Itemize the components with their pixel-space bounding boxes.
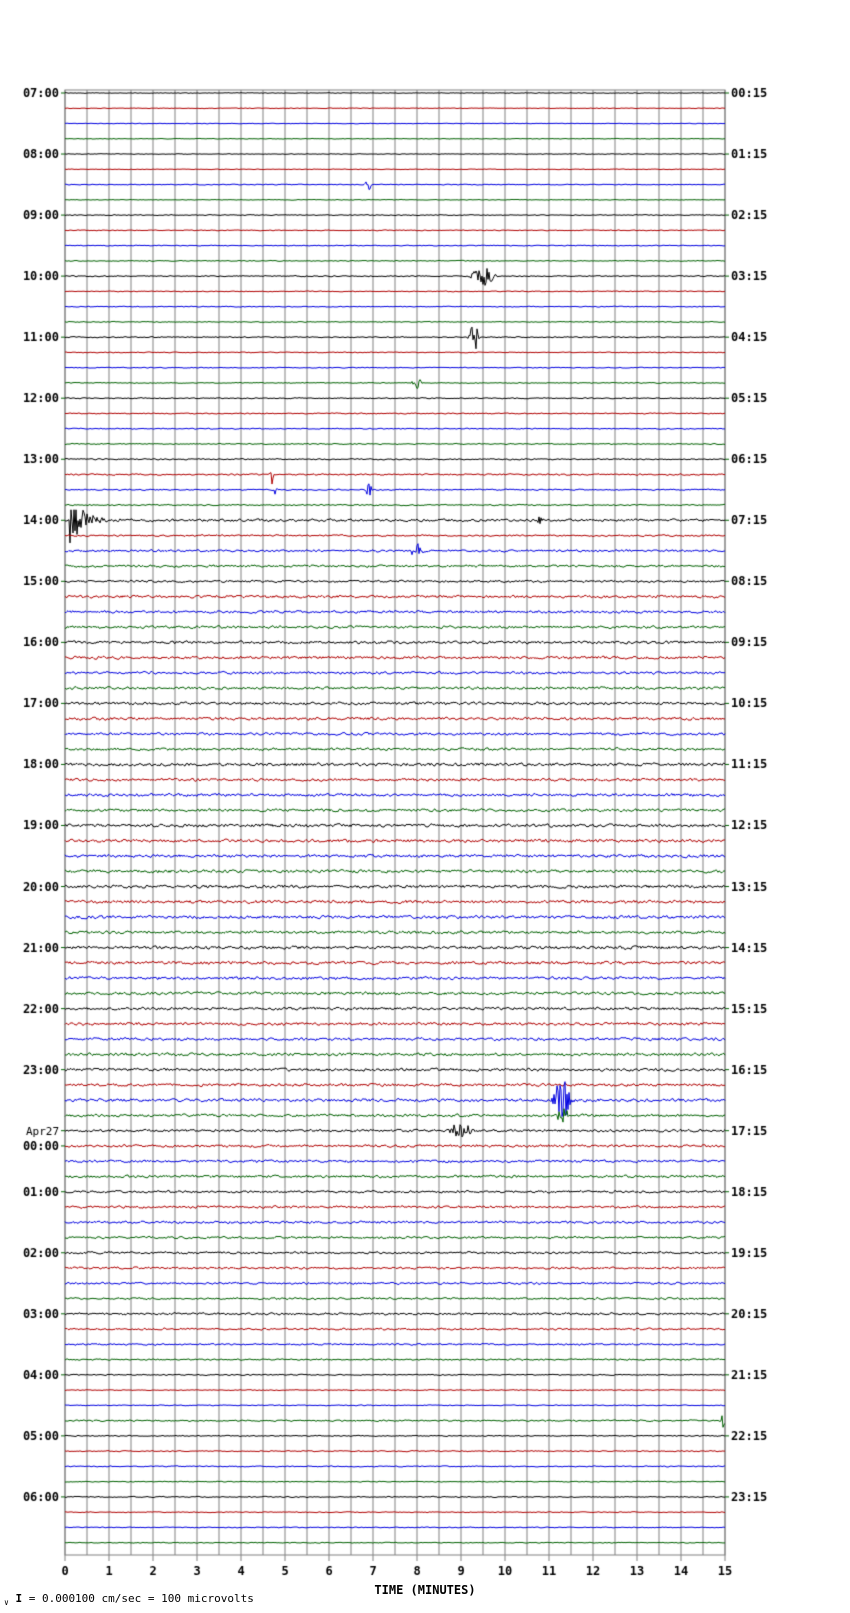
- seismogram-canvas: [0, 0, 850, 1613]
- footer-scale: ∨ I = 0.000100 cm/sec = 100 microvolts: [4, 1592, 254, 1607]
